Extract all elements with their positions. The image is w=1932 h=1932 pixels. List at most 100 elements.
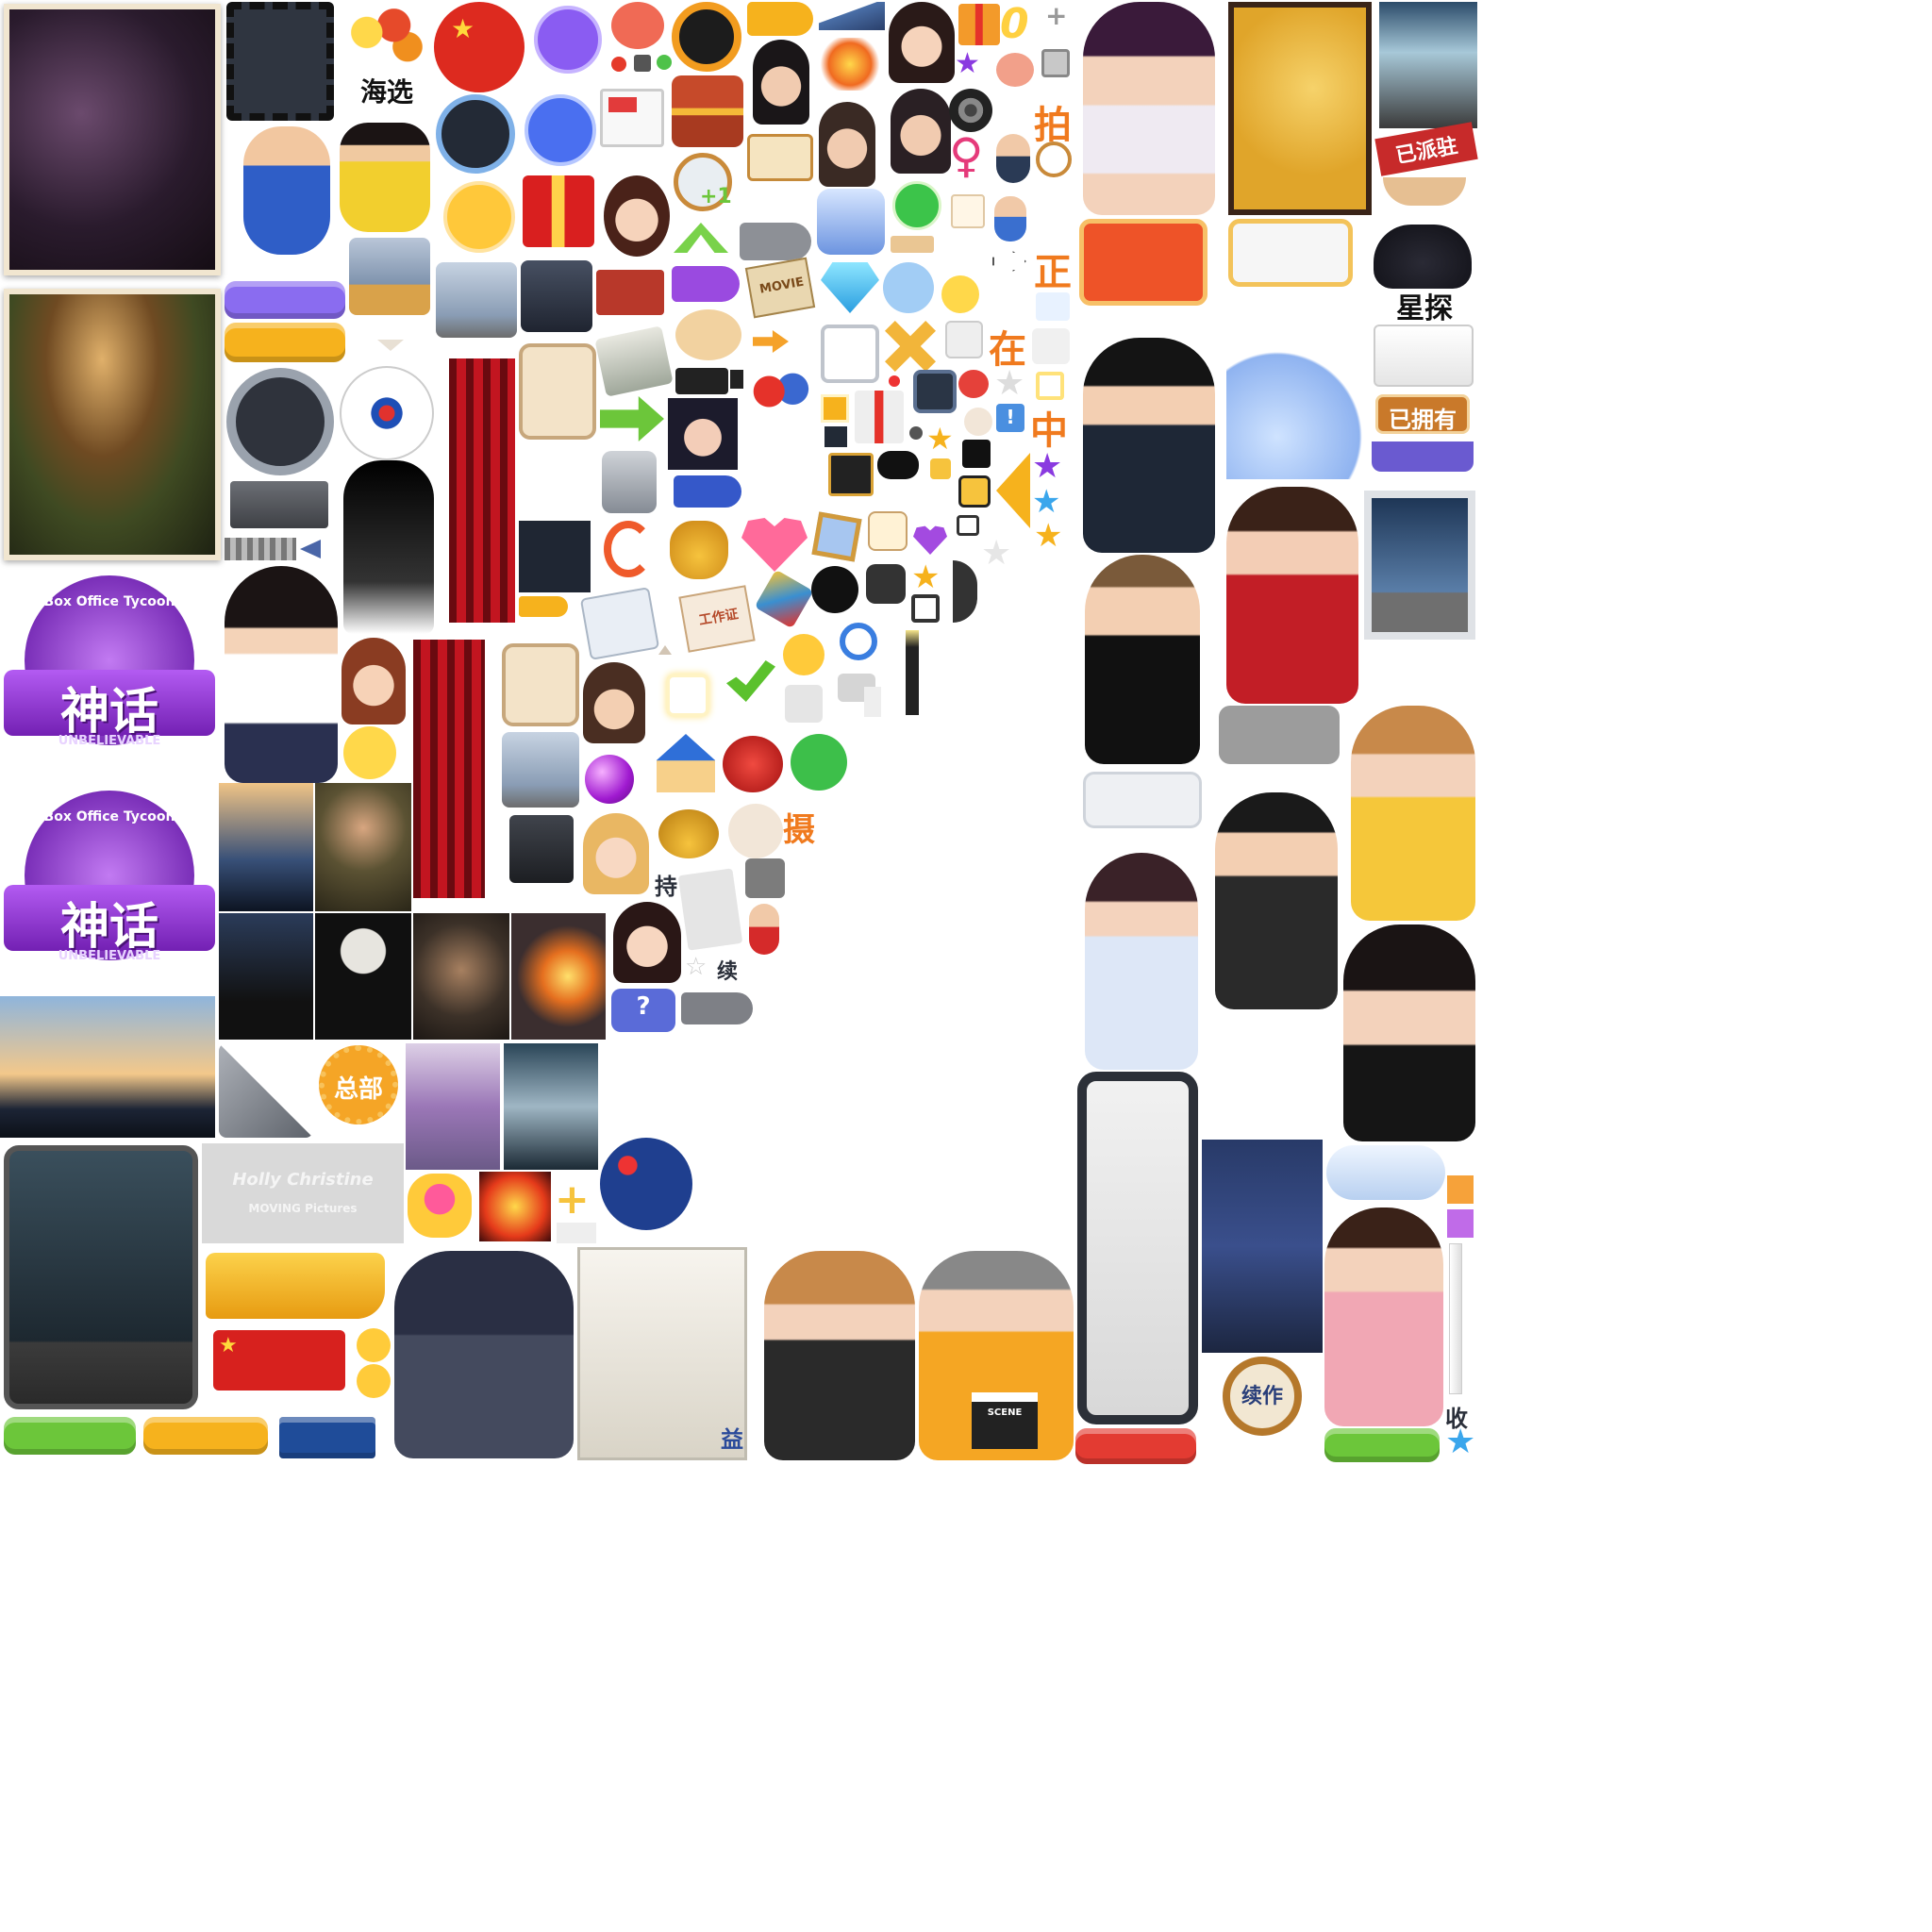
vertical-bar-dark (906, 630, 919, 715)
red-curtain-2 (413, 640, 485, 898)
film-strip-icon (226, 2, 334, 121)
movie-magazine-icon: MOVIE (744, 257, 816, 319)
red-hair-girl-face (341, 638, 406, 724)
white-tile (1374, 325, 1474, 387)
couple-icon (996, 53, 1034, 87)
work-permit-icon: 工作证 (678, 585, 756, 653)
gray-bar (230, 481, 328, 528)
black-pill-icon (877, 451, 919, 479)
picture-frame-icon (811, 511, 862, 562)
tuxedo-man-character (1215, 792, 1338, 1009)
mystery-hat-icon (1374, 225, 1472, 289)
zai-label: 在 (989, 328, 1026, 372)
gray-speech-bubble (1219, 706, 1340, 764)
white-square-4 (557, 1223, 596, 1243)
mystery-question-tile[interactable]: ? (611, 989, 675, 1032)
woman-silhouette (343, 460, 434, 634)
red-button[interactable] (1075, 1428, 1196, 1464)
rivet-plate-icon (219, 1043, 313, 1138)
palette-icon (675, 309, 741, 360)
poster-moon (315, 913, 411, 1040)
shenhua-badge-1: Box Office Tycoon 神话 UNBELIEVABLE (4, 566, 215, 774)
neutral-face-icon (728, 804, 783, 858)
cave-meadow-photo (4, 289, 221, 560)
gift-icon-3 (958, 4, 1000, 45)
dice-icon (868, 511, 908, 551)
green-up-arrow-button[interactable] (892, 181, 941, 230)
purple-circle-button[interactable] (534, 6, 602, 74)
blue-star-icon-2: ★ (1445, 1423, 1476, 1461)
yellow-circle-button[interactable] (443, 181, 515, 253)
dark-square-small (824, 426, 847, 447)
clapperboard-icon: SCENE (972, 1392, 1038, 1449)
director-boy-character: SCENE (919, 1251, 1074, 1460)
dark-gray-dot (909, 426, 923, 440)
boy-suit-character (1083, 338, 1215, 553)
yellow-button[interactable] (225, 323, 345, 362)
city-block-icon-1 (349, 238, 430, 315)
batman-character (394, 1251, 574, 1458)
sad-girl-portrait (668, 398, 738, 470)
white-square-button[interactable] (821, 325, 879, 383)
yellow-tag-small (519, 596, 568, 617)
purple-tag (672, 266, 740, 302)
yellow-button-small[interactable] (143, 1417, 268, 1455)
dark-square-block (519, 521, 591, 592)
gray-square-outline (911, 594, 940, 623)
red-dot-small (889, 375, 900, 387)
green-arrow-icon (600, 396, 664, 441)
purple-button[interactable] (225, 281, 345, 319)
glow-square-icon (666, 674, 709, 717)
purple-tab (1372, 441, 1474, 472)
red-angry-icon (958, 370, 989, 398)
film-poster-thumb (1379, 2, 1477, 128)
dark-square-tile (521, 260, 592, 332)
girl-white-shirt-character (225, 566, 338, 783)
green-button-2[interactable] (1324, 1428, 1440, 1462)
blue-photo-frame (1364, 491, 1475, 640)
diamond-icon (821, 262, 879, 313)
check-icon (726, 660, 775, 702)
compass-plus-one-icon (674, 153, 732, 211)
oscar-man-character (1085, 555, 1200, 764)
black-dress-woman-character (1343, 924, 1475, 1141)
thin-scrollbar[interactable] (1449, 1243, 1462, 1394)
dark-tv-panel (4, 1145, 198, 1409)
outline-star-icon: ★ (994, 364, 1025, 403)
gold-star-icon-2: ★ (1034, 517, 1063, 555)
lock-icon (602, 451, 657, 513)
xu-label: 续 (717, 960, 739, 984)
money-bag-icon (670, 521, 728, 579)
she-label: 摄 (783, 811, 815, 849)
back-arrow-icon[interactable] (300, 540, 321, 558)
microphone-icon (958, 475, 991, 508)
zhong-label: 中 (1030, 409, 1068, 453)
person-red-icon (749, 904, 779, 955)
leather-tab (1383, 177, 1466, 206)
bridge-city-banner (0, 996, 215, 1138)
blue-circle-button[interactable] (525, 94, 596, 166)
angry-face-icon (611, 2, 664, 49)
paper-stack-icon (677, 868, 743, 951)
dark-bar-small (675, 368, 728, 394)
thumbs-up-icon (817, 189, 885, 255)
flying-boy-icon (243, 126, 330, 255)
poster-explosion (511, 913, 606, 1040)
black-circle-icon (811, 566, 858, 613)
share-icon (791, 734, 847, 791)
pink-robe-woman-character (1324, 1208, 1443, 1426)
heart-hands-icon (408, 1174, 472, 1238)
blue-face-icon (883, 262, 934, 313)
poster-guitar-girl (406, 1043, 500, 1170)
navy-button[interactable] (279, 1417, 375, 1458)
white-square-2 (945, 321, 983, 358)
yellow-ribbon-banner (206, 1253, 385, 1319)
confetti-icon (754, 569, 814, 629)
female-icon: ♀ (949, 128, 984, 183)
city-block-icon-3 (502, 732, 579, 808)
cream-speech-panel-1 (519, 343, 596, 440)
red-bricks-icon (596, 270, 664, 315)
red-curtain-1 (449, 358, 515, 623)
green-button[interactable] (4, 1417, 136, 1455)
shenhua-badge-2: Box Office Tycoon 神话 UNBELIEVABLE (4, 781, 215, 989)
